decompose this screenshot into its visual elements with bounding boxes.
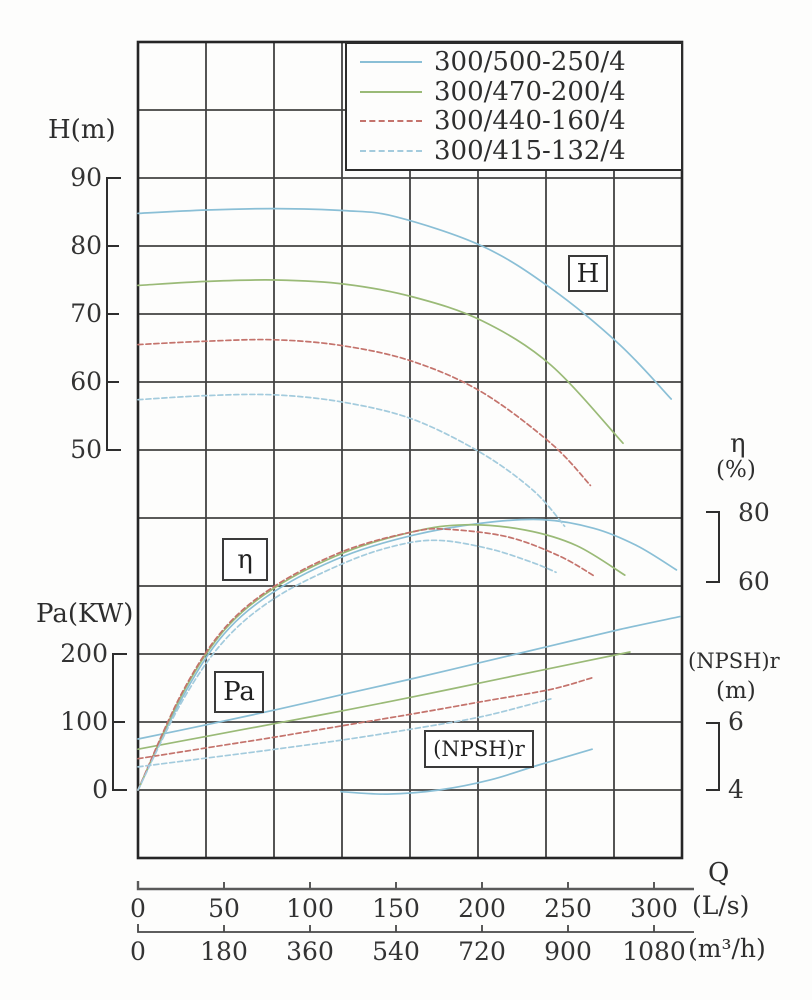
eta-axis-title: η <box>730 429 746 459</box>
legend: 300/500-250/4 300/470-200/4 300/440-160/4 3… <box>345 42 683 171</box>
pa-axis-title: Pa(KW) <box>36 599 134 629</box>
legend-line-swatch <box>360 90 422 93</box>
eta-axis-tick-label: 60 <box>738 566 770 596</box>
curves <box>137 207 681 795</box>
eta-curve-1 <box>137 523 626 791</box>
h-axis-tick-label: 70 <box>70 299 102 328</box>
npsh-axis-unit: (m) <box>716 678 756 704</box>
q-axis-unit-m3h: (m³/h) <box>688 934 766 963</box>
h-axis-tick-label: 80 <box>70 231 102 260</box>
q-m3h-tick-label: 720 <box>458 937 506 966</box>
axis-marks <box>106 177 720 933</box>
q-ls-tick-label: 300 <box>630 894 678 923</box>
legend-label: 300/440-160/4 <box>434 106 626 137</box>
eta-curve-2 <box>137 527 597 791</box>
npsh-axis-title: (NPSH)r <box>688 649 780 673</box>
pa-curve-1 <box>137 651 631 751</box>
q-axis-unit-ls: (L/s) <box>692 891 750 920</box>
h-axis-tick-label: 50 <box>70 435 102 464</box>
q-m3h-tick-label: 360 <box>286 937 334 966</box>
grid-lines <box>136 40 684 860</box>
q-ls-tick-label: 0 <box>130 894 146 923</box>
q-m3h-tick-label: 900 <box>544 937 592 966</box>
h-axis-tick-label: 90 <box>70 163 102 192</box>
q-m3h-tick-label: 540 <box>372 937 420 966</box>
h-curve-0 <box>137 207 673 400</box>
legend-item: 300/500-250/4 <box>347 48 681 76</box>
npsh-axis-tick-label: 6 <box>728 707 744 736</box>
pa-curves-label: Pa <box>214 671 264 713</box>
pa-axis-tick-label: 100 <box>60 707 108 736</box>
q-axis-title: Q <box>708 858 730 888</box>
q-ls-tick-label: 250 <box>544 894 592 923</box>
pa-curve-2 <box>137 676 593 760</box>
h-curves-label: H <box>568 255 608 292</box>
q-ls-tick-label: 50 <box>208 894 240 923</box>
legend-label: 300/470-200/4 <box>434 76 626 107</box>
q-ls-tick-label: 200 <box>458 894 506 923</box>
h-curve-2 <box>137 338 592 487</box>
pa-curve-3 <box>137 698 552 768</box>
legend-label: 300/500-250/4 <box>434 46 626 77</box>
eta-curve-0 <box>137 518 678 791</box>
h-axis-tick-label: 60 <box>70 367 102 396</box>
pa-axis-tick-label: 200 <box>60 639 108 668</box>
eta-axis-unit: (%) <box>716 457 756 483</box>
legend-label: 300/415-132/4 <box>434 136 626 167</box>
legend-line-swatch <box>360 120 422 123</box>
legend-line-swatch <box>360 60 422 63</box>
q-m3h-tick-label: 180 <box>200 937 248 966</box>
eta-curves-label: η <box>222 538 268 581</box>
legend-line-swatch <box>360 150 422 153</box>
npsh-axis-tick-label: 4 <box>728 775 744 804</box>
legend-item: 300/415-132/4 <box>347 137 681 165</box>
h-axis-title: H(m) <box>48 115 116 145</box>
npsh-curve <box>340 748 593 795</box>
eta-axis-tick-label: 80 <box>738 497 770 527</box>
q-ls-tick-label: 150 <box>372 894 420 923</box>
legend-item: 300/440-160/4 <box>347 107 681 135</box>
h-curve-1 <box>137 279 624 445</box>
h-curve-3 <box>137 393 566 528</box>
q-m3h-tick-label: 0 <box>130 937 146 966</box>
pa-axis-tick-label: 0 <box>92 775 108 804</box>
q-m3h-tick-label: 1080 <box>622 937 686 966</box>
q-ls-tick-label: 100 <box>286 894 334 923</box>
pa-curve-0 <box>137 615 681 740</box>
npsh-curves-label: (NPSH)r <box>424 730 534 768</box>
eta-curve-3 <box>137 539 557 791</box>
legend-item: 300/470-200/4 <box>347 78 681 106</box>
